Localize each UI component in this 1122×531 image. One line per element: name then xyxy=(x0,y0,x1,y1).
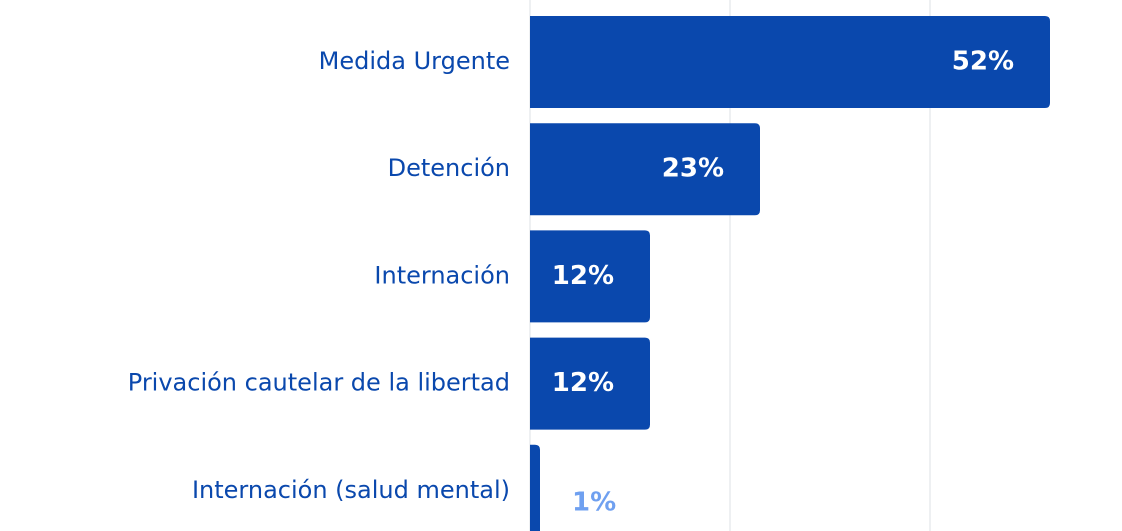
category-label: Internación xyxy=(374,261,510,289)
category-label: Detención xyxy=(388,154,510,182)
bar xyxy=(530,444,540,531)
category-label: Internación (salud mental) xyxy=(192,476,510,504)
category-label: Medida Urgente xyxy=(319,47,510,75)
bar xyxy=(530,230,650,323)
bar xyxy=(530,123,760,216)
value-label: 12% xyxy=(552,261,614,291)
bar xyxy=(530,337,650,430)
bar xyxy=(530,16,1050,108)
category-label: Privación cautelar de la libertad xyxy=(128,369,510,397)
value-label: 23% xyxy=(662,154,724,184)
value-label: 52% xyxy=(952,47,1014,77)
value-label: 1% xyxy=(572,487,616,517)
value-label: 12% xyxy=(552,368,614,398)
